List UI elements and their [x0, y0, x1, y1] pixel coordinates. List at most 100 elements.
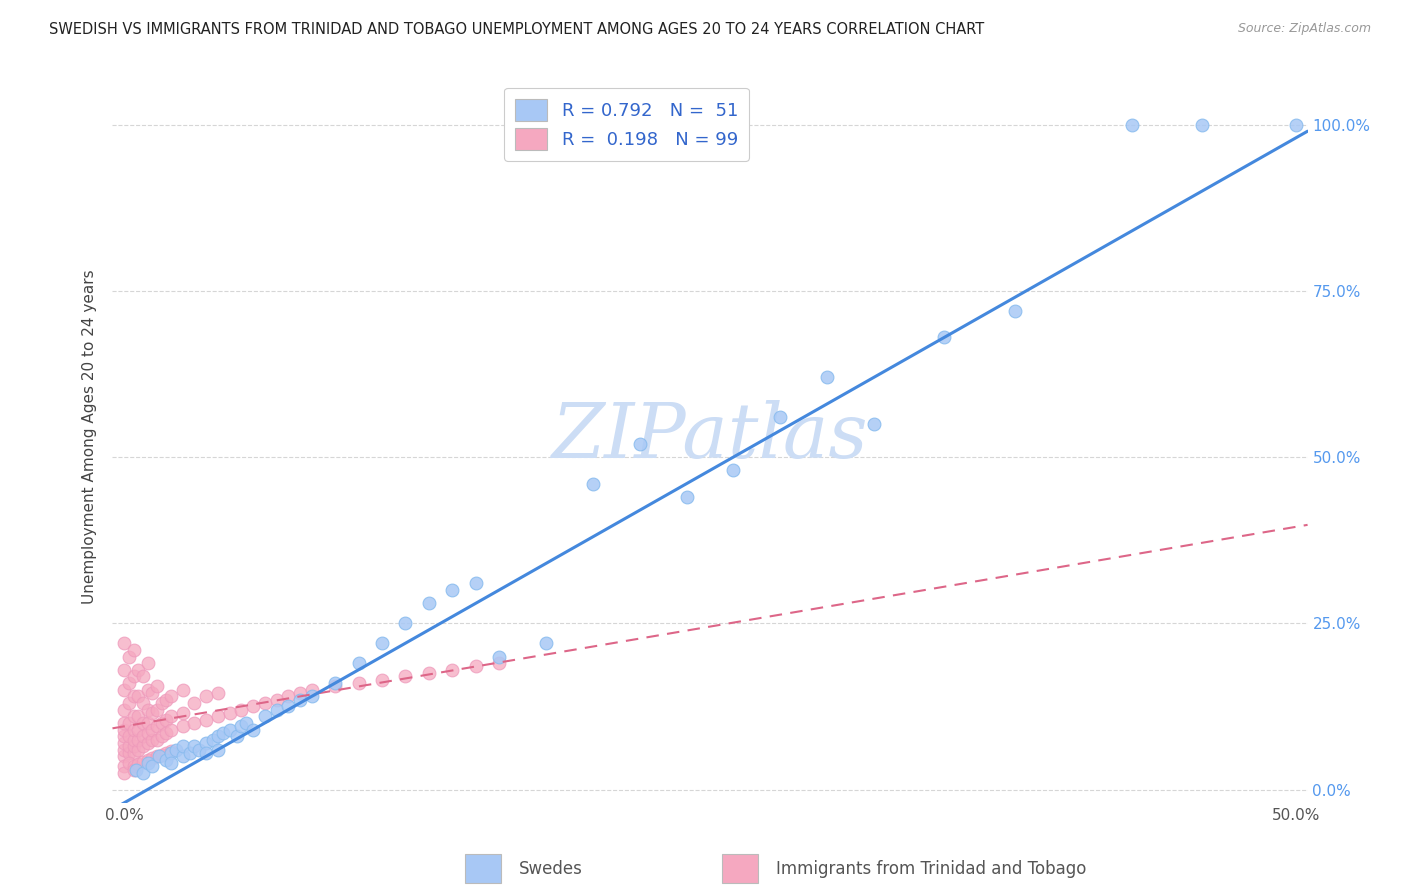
- Point: [150, 696, 173, 710]
- Point: [141, 759, 163, 773]
- Point: [207, 729, 229, 743]
- Point: [122, 759, 145, 773]
- Point: [150, 747, 173, 762]
- Point: [112, 716, 135, 731]
- Point: [488, 656, 510, 670]
- Point: [160, 690, 183, 704]
- Point: [1191, 118, 1213, 132]
- Point: [207, 686, 229, 700]
- Point: [628, 436, 651, 450]
- Text: SWEDISH VS IMMIGRANTS FROM TRINIDAD AND TOBAGO UNEMPLOYMENT AMONG AGES 20 TO 24 : SWEDISH VS IMMIGRANTS FROM TRINIDAD AND …: [49, 22, 984, 37]
- Point: [118, 729, 141, 743]
- Point: [464, 576, 486, 591]
- Point: [155, 713, 177, 727]
- Point: [146, 703, 169, 717]
- Point: [141, 686, 163, 700]
- Point: [160, 723, 183, 737]
- Point: [112, 759, 135, 773]
- Point: [155, 746, 177, 760]
- Point: [371, 673, 394, 687]
- Point: [195, 736, 218, 750]
- Point: [155, 692, 177, 706]
- Point: [118, 696, 141, 710]
- Point: [146, 719, 169, 733]
- Point: [323, 680, 346, 694]
- Point: [146, 732, 169, 747]
- Point: [127, 742, 149, 756]
- Point: [277, 690, 299, 704]
- Point: [112, 663, 135, 677]
- Point: [253, 709, 276, 723]
- Point: [122, 643, 145, 657]
- Point: [231, 719, 253, 733]
- Text: ZIPatlas: ZIPatlas: [551, 401, 869, 474]
- Point: [165, 742, 187, 756]
- Point: [371, 636, 394, 650]
- Point: [155, 726, 177, 740]
- Point: [132, 755, 155, 769]
- Point: [769, 410, 792, 425]
- Point: [112, 765, 135, 780]
- Point: [301, 690, 323, 704]
- Point: [441, 582, 464, 597]
- Point: [815, 370, 838, 384]
- Point: [160, 744, 183, 758]
- Point: [183, 696, 205, 710]
- Point: [132, 739, 155, 754]
- Point: [136, 716, 159, 731]
- Point: [150, 729, 173, 743]
- Point: [132, 765, 155, 780]
- Point: [136, 736, 159, 750]
- Point: [1285, 118, 1308, 132]
- Point: [146, 749, 169, 764]
- Point: [112, 749, 135, 764]
- Point: [132, 729, 155, 743]
- Point: [231, 703, 253, 717]
- Point: [179, 746, 201, 760]
- Point: [488, 649, 510, 664]
- Point: [242, 699, 264, 714]
- Point: [253, 696, 276, 710]
- Point: [863, 417, 886, 431]
- Point: [301, 682, 323, 697]
- Point: [122, 669, 145, 683]
- Point: [160, 756, 183, 770]
- Point: [160, 709, 183, 723]
- Point: [127, 690, 149, 704]
- Point: [172, 706, 194, 720]
- Point: [141, 723, 163, 737]
- Point: [207, 742, 229, 756]
- Point: [934, 330, 956, 344]
- Point: [394, 669, 416, 683]
- Legend: R = 0.792   N =  51, R =  0.198   N = 99: R = 0.792 N = 51, R = 0.198 N = 99: [503, 87, 749, 161]
- Point: [266, 692, 288, 706]
- Point: [136, 656, 159, 670]
- Point: [288, 692, 311, 706]
- Point: [277, 699, 299, 714]
- Point: [127, 723, 149, 737]
- Point: [125, 763, 148, 777]
- Point: [218, 723, 240, 737]
- Point: [112, 703, 135, 717]
- Bar: [465, 854, 501, 883]
- Point: [418, 596, 440, 610]
- Point: [172, 749, 194, 764]
- Point: [288, 686, 311, 700]
- Text: Swedes: Swedes: [519, 860, 582, 878]
- Point: [195, 746, 218, 760]
- Point: [172, 739, 194, 754]
- Bar: [723, 854, 758, 883]
- Point: [150, 716, 173, 731]
- Point: [132, 716, 155, 731]
- Y-axis label: Unemployment Among Ages 20 to 24 years: Unemployment Among Ages 20 to 24 years: [82, 269, 97, 605]
- Point: [118, 756, 141, 770]
- Point: [136, 756, 159, 770]
- Point: [118, 739, 141, 754]
- Point: [122, 723, 145, 737]
- Point: [207, 709, 229, 723]
- Text: Immigrants from Trinidad and Tobago: Immigrants from Trinidad and Tobago: [776, 860, 1087, 878]
- Point: [122, 739, 145, 754]
- Point: [160, 746, 183, 760]
- Point: [136, 753, 159, 767]
- Point: [183, 716, 205, 731]
